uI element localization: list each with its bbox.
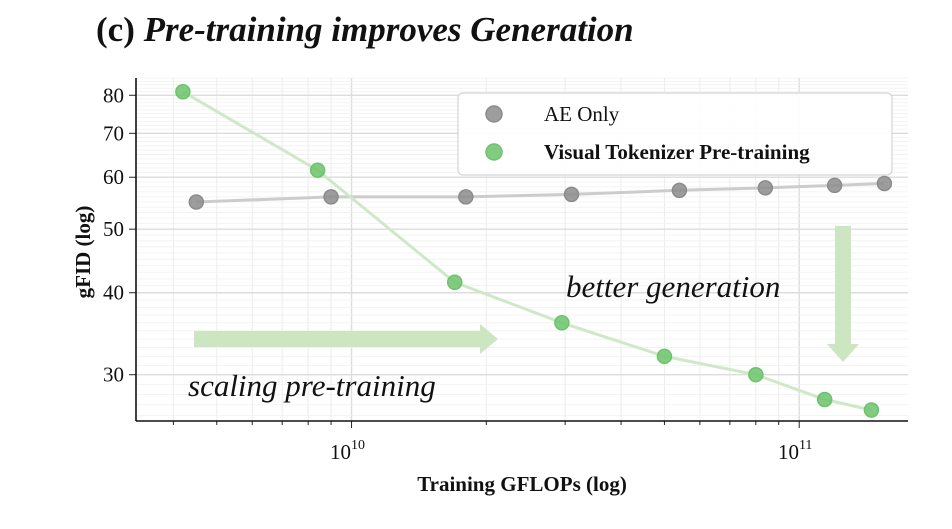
title-text: Pre-training improves Generation	[143, 10, 634, 49]
data-point-series-1	[458, 189, 474, 205]
data-point-series-1	[876, 175, 893, 192]
data-point-series-1	[671, 182, 688, 199]
data-point-series-2	[446, 274, 463, 291]
generation-arrow	[827, 226, 859, 362]
legend-marker	[485, 105, 503, 123]
series-line-2	[182, 90, 872, 412]
y-tick-label: 40	[103, 281, 124, 305]
data-point-series-1	[188, 194, 205, 210]
panel-label: (c)	[96, 10, 135, 49]
series-line-1	[196, 182, 885, 204]
data-point-series-2	[175, 83, 191, 100]
legend-box	[457, 92, 893, 176]
x-axis-label: Training GFLOPs (log)	[417, 472, 627, 496]
data-point-series-2	[748, 366, 764, 383]
data-point-series-2	[863, 402, 880, 418]
data-point-series-1	[563, 186, 580, 203]
data-point-series-2	[554, 315, 570, 331]
data-point-series-1	[826, 177, 843, 194]
annotation-generation: better generation	[566, 269, 780, 304]
x-tick-label: 1010	[330, 438, 365, 464]
data-point-series-2	[816, 391, 833, 408]
annotation-scaling: scaling pre-training	[188, 368, 436, 403]
y-tick-label: 30	[103, 363, 124, 387]
scaling-arrow	[194, 324, 498, 354]
y-axis-label: gFID (log)	[71, 206, 95, 299]
chart-title: (c) Pre-training improves Generation	[96, 10, 634, 50]
data-point-series-1	[323, 189, 339, 205]
x-tick-label: 1011	[778, 438, 812, 464]
data-point-series-2	[656, 348, 673, 365]
legend-label: AE Only	[544, 102, 620, 126]
y-tick-label: 60	[103, 165, 124, 189]
y-tick-label: 80	[103, 83, 124, 107]
data-point-series-2	[309, 162, 326, 178]
y-tick-label: 70	[103, 121, 124, 145]
legend-marker	[485, 143, 503, 161]
y-tick-label: 50	[103, 217, 124, 241]
legend-label: Visual Tokenizer Pre-training	[544, 140, 810, 164]
data-point-series-1	[757, 180, 774, 196]
